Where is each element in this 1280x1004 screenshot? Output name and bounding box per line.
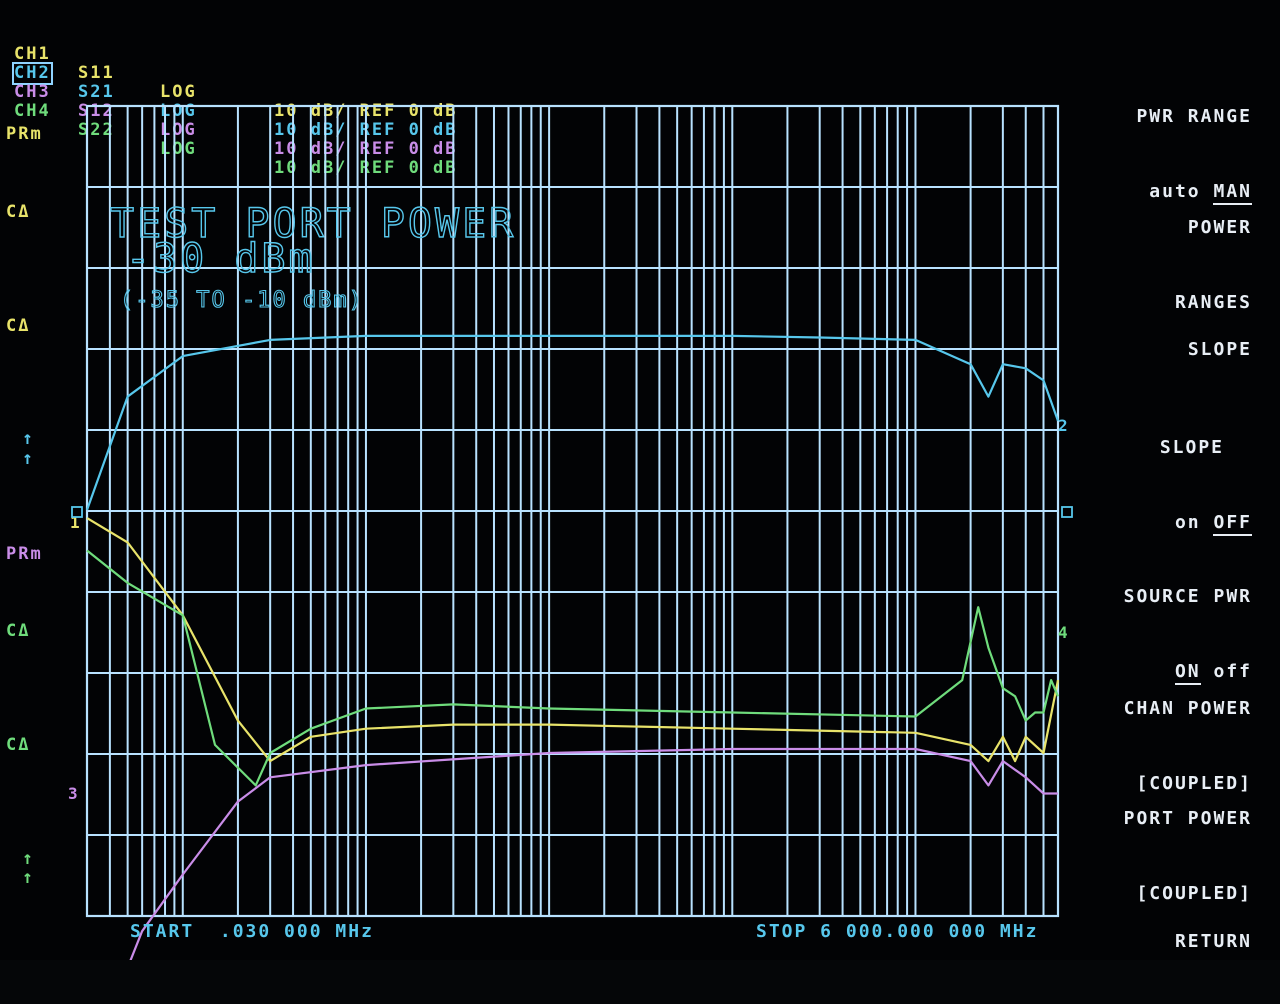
reference-marker-left [71, 506, 83, 518]
trace-number-label: 3 [68, 784, 78, 803]
channel-format: LOG [160, 139, 197, 159]
channel-param: S11 [78, 63, 115, 83]
softkey-label: POWER [1187, 217, 1252, 238]
softkey-options: on OFF [1160, 510, 1252, 536]
scale-arrow-up-icon: ↑ [22, 867, 35, 888]
softkey-power-ranges[interactable]: POWER RANGES [1175, 165, 1252, 365]
softkey-slope[interactable]: SLOPE [1188, 287, 1252, 412]
softkey-port-power[interactable]: PORT POWER [COUPLED] [1124, 756, 1252, 956]
softkey-label: PWR RANGE [1136, 106, 1252, 127]
softkey-label: SLOPE [1159, 437, 1224, 458]
scale-arrow-up-icon: ↑ [22, 448, 35, 469]
trace-number-label: 2 [1058, 416, 1068, 435]
softkey-label: RANGES [1174, 292, 1252, 313]
softkey-pwr-range[interactable]: PWR RANGE auto MAN [1136, 54, 1252, 254]
channel-id: CH1 [14, 44, 51, 64]
option-off: off [1213, 661, 1252, 682]
option-man-selected: MAN [1213, 181, 1252, 205]
softkey-label: SLOPE [1187, 339, 1252, 360]
sweep-stop: STOP 6 000.000 000 MHz [756, 921, 1039, 942]
annotation-cdelta-upper-1: CΔ [6, 202, 31, 222]
scale-arrow-up-icon: ↑ [22, 428, 35, 449]
trace-s11 [86, 517, 1060, 763]
sweep-start: START .030 000 MHz [130, 921, 374, 942]
channel-id-selected: CH2 [12, 62, 53, 85]
annotation-cdelta-upper-2: CΔ [6, 316, 31, 336]
softkey-label: [COUPLED] [1136, 773, 1252, 794]
channel-format: LOG [160, 120, 197, 140]
channel-param: S21 [78, 82, 115, 102]
annotation-prm-upper: PRm [6, 124, 43, 144]
softkey-source-pwr[interactable]: SOURCE PWR ON off [1124, 534, 1252, 734]
trace-marker-group: 1 2 3 4 [68, 416, 1073, 803]
trace-s22 [86, 549, 1060, 787]
softkey-label: SOURCE PWR [1123, 586, 1252, 607]
annotation-cdelta-lower-1: CΔ [6, 621, 31, 641]
softkey-options: ON off [1124, 659, 1252, 685]
trace-s12 [129, 747, 1058, 960]
softkey-label: PORT POWER [1123, 808, 1252, 829]
softkey-label: CHAN POWER [1123, 698, 1252, 719]
analyzer-screen: CH1 S11 LOG 10 dB/ REF 0 dB CH2 S21 LOG … [0, 0, 1280, 960]
option-on-selected: ON [1174, 661, 1201, 685]
option-on: on [1174, 512, 1201, 533]
channel-id: CH4 [14, 101, 51, 121]
trace-s21 [85, 334, 1060, 511]
channel-id: CH3 [14, 82, 51, 102]
trace-number-label: 1 [70, 513, 80, 532]
trace-number-label: 4 [1058, 623, 1068, 642]
softkey-options: auto MAN [1136, 179, 1252, 205]
softkey-return[interactable]: RETURN [1175, 879, 1252, 1004]
reference-marker-right [1061, 506, 1073, 518]
trace-group [85, 334, 1060, 960]
annotation-cdelta-lower-2: CΔ [6, 735, 31, 755]
softkey-label: RETURN [1174, 931, 1252, 952]
annotation-prm-lower: PRm [6, 544, 43, 564]
softkey-chan-power[interactable]: CHAN POWER [COUPLED] [1124, 646, 1252, 846]
channel-format: LOG [160, 82, 197, 102]
graticule [85, 104, 1060, 918]
softkey-slope-toggle[interactable]: SLOPE on OFF [1160, 385, 1252, 585]
softkey-label: [COUPLED] [1136, 883, 1252, 904]
measurement-plot[interactable]: 1 2 3 4 [0, 0, 1280, 960]
channel-scale: 10 dB/ REF 0 dB [274, 158, 458, 178]
option-off-selected: OFF [1213, 512, 1252, 536]
option-auto: auto [1149, 181, 1201, 202]
scale-arrow-up-icon: ↑ [22, 848, 35, 869]
